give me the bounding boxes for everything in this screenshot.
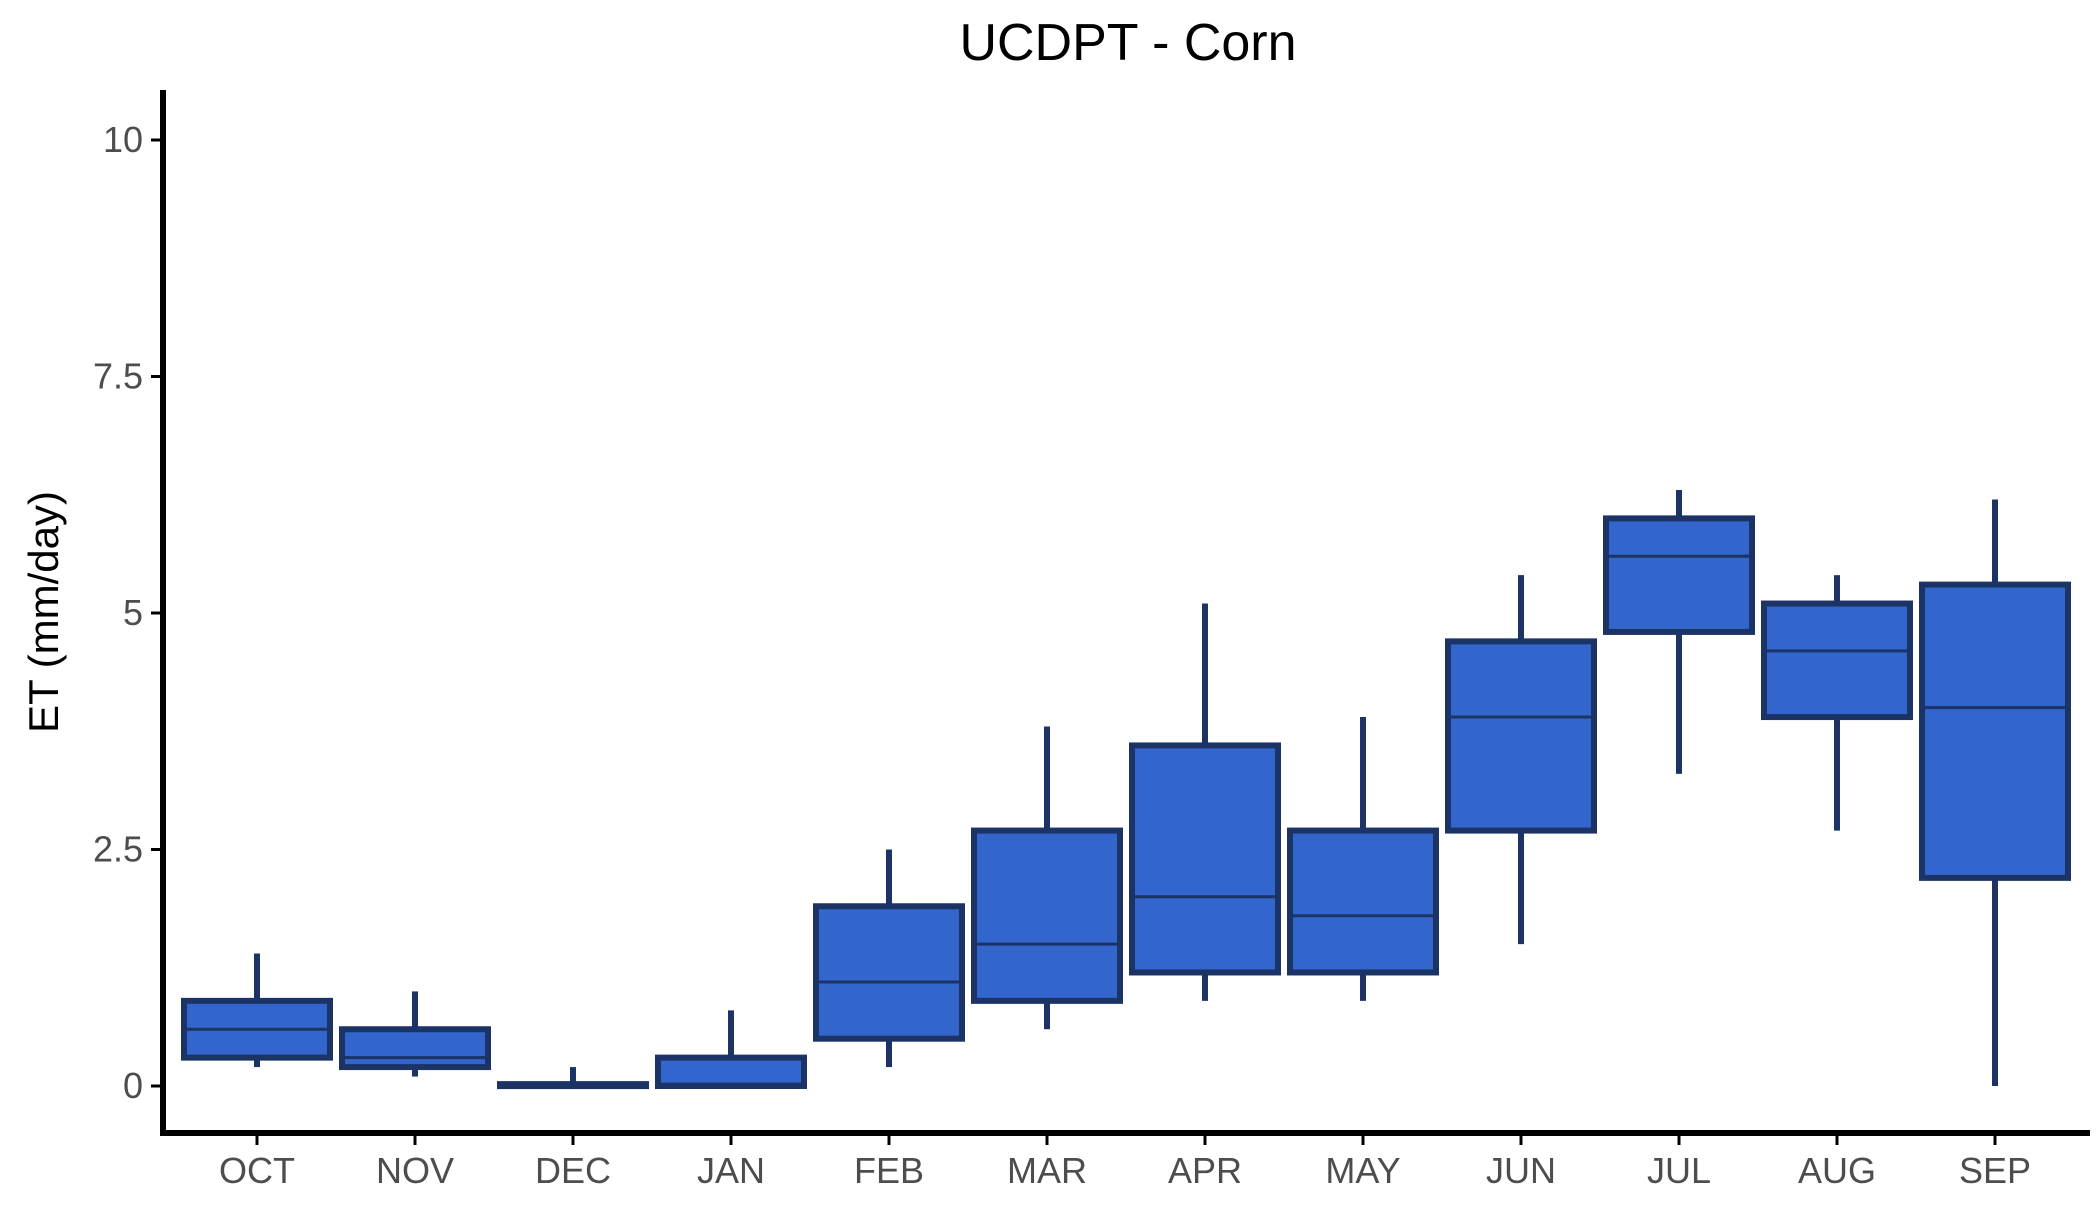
box-body: [1919, 581, 2071, 881]
y-tick-label: 0: [123, 1065, 143, 1106]
x-axis-ticks: OCT NOV DEC JAN FEB MAR APR MAY JUN JUL AUG SEP: [219, 1133, 2031, 1191]
y-axis-title: ET (mm/day): [20, 491, 67, 733]
y-tick-label: 2.5: [93, 829, 143, 870]
y-axis-ticks: 0 2.5 5 7.5 10: [93, 119, 163, 1106]
chart-title: UCDPT - Corn: [959, 14, 1296, 72]
box-may: [1287, 717, 1439, 1001]
box-feb: [813, 849, 965, 1068]
x-tick-label: NOV: [376, 1150, 454, 1191]
x-tick-label: JUN: [1486, 1150, 1556, 1191]
x-tick-label: JAN: [697, 1150, 765, 1191]
box-body: [655, 1054, 807, 1089]
x-tick-label: SEP: [1959, 1150, 2031, 1191]
box-body: [1603, 515, 1755, 635]
x-tick-label: AUG: [1798, 1150, 1876, 1191]
box-sep: [1919, 499, 2071, 1086]
box-oct: [181, 953, 333, 1068]
x-tick-label: DEC: [535, 1150, 611, 1191]
box-jul: [1603, 490, 1755, 774]
box-body: [1287, 827, 1439, 976]
box-body: [1761, 600, 1913, 721]
box-mar: [971, 726, 1123, 1030]
x-tick-label: MAR: [1007, 1150, 1087, 1191]
x-tick-label: FEB: [854, 1150, 924, 1191]
box-body: [971, 827, 1123, 1004]
box-dec: [497, 1067, 649, 1090]
x-tick-label: APR: [1168, 1150, 1242, 1191]
box-jan: [655, 1010, 807, 1089]
x-tick-label: MAY: [1325, 1150, 1400, 1191]
box-body: [1445, 638, 1597, 834]
x-tick-label: JUL: [1647, 1150, 1711, 1191]
y-tick-label: 10: [103, 119, 143, 160]
box-apr: [1129, 603, 1281, 1001]
box-body: [339, 1026, 491, 1071]
box-body: [1129, 742, 1281, 976]
box-jun: [1445, 575, 1597, 945]
y-tick-label: 5: [123, 592, 143, 633]
box-aug: [1761, 575, 1913, 831]
y-tick-label: 7.5: [93, 356, 143, 397]
x-tick-label: OCT: [219, 1150, 295, 1191]
box-body: [813, 903, 965, 1042]
box-nov: [339, 991, 491, 1077]
boxes-layer: [181, 490, 2071, 1090]
